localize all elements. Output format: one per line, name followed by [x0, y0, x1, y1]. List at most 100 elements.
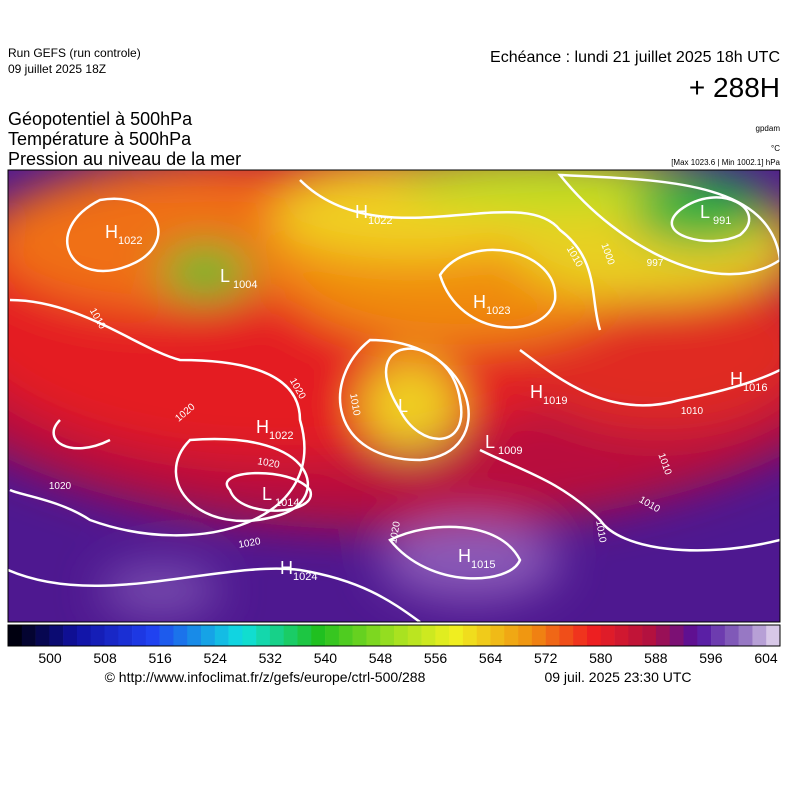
- center-kind: H: [256, 417, 269, 437]
- colorbar-swatch: [159, 625, 174, 646]
- center-kind: H: [105, 222, 118, 242]
- colorbar-swatch: [600, 625, 615, 646]
- colorbar-swatch: [201, 625, 216, 646]
- colorbar-swatch: [738, 625, 753, 646]
- isobar-label: 1020: [388, 520, 403, 544]
- colorbar-swatch: [435, 625, 450, 646]
- colorbar-swatch: [642, 625, 657, 646]
- title: Géopotentiel à 500hPa: [8, 109, 193, 129]
- colorbar-tick-label: 540: [314, 650, 338, 666]
- colorbar-swatch: [587, 625, 602, 646]
- colorbar-swatch: [214, 625, 229, 646]
- center-kind: L: [700, 202, 710, 222]
- colorbar-swatch: [655, 625, 671, 646]
- echeance: Echéance : lundi 21 juillet 2025 18h UTC: [490, 49, 780, 66]
- colorbar-swatch: [724, 625, 739, 646]
- isobar-label: 1020: [238, 536, 262, 551]
- colorbar-swatch: [118, 625, 133, 646]
- center-pressure: 1022: [368, 215, 392, 227]
- center-kind: L: [220, 266, 230, 286]
- colorbar-swatch: [545, 625, 560, 646]
- colorbar-tick-label: 508: [93, 650, 117, 666]
- colorbar-swatch: [559, 625, 574, 646]
- center-pressure: 991: [713, 215, 731, 227]
- colorbar-swatch: [394, 625, 409, 646]
- colorbar-swatch: [490, 625, 505, 646]
- colorbar-swatch: [338, 625, 353, 646]
- colorbar-tick-label: 500: [38, 650, 62, 666]
- colorbar-swatch: [366, 625, 381, 646]
- center-pressure: 1009: [498, 445, 522, 457]
- colorbar-swatch: [145, 625, 160, 646]
- colorbar-swatch: [421, 625, 436, 646]
- colorbar-swatch: [90, 625, 105, 646]
- colorbar-swatch: [242, 625, 257, 646]
- colorbar-swatch: [504, 625, 519, 646]
- run: Run GEFS (run controle): [8, 46, 141, 60]
- center-kind: H: [530, 382, 543, 402]
- isobar-label: 1010: [681, 406, 704, 417]
- center-pressure: 1024: [293, 571, 317, 583]
- center-pressure: 1004: [233, 279, 257, 291]
- colorbar-swatch: [380, 625, 395, 646]
- colorbar-swatch: [8, 625, 23, 646]
- center-kind: H: [458, 546, 471, 566]
- colorbar-swatch: [462, 625, 478, 646]
- colorbar-tick-label: 564: [479, 650, 503, 666]
- colorbar-tick-label: 524: [204, 650, 228, 666]
- map-frame: [7, 169, 781, 623]
- colorbar-frame: [7, 624, 781, 647]
- colorbar-swatch: [518, 625, 533, 646]
- issue-time: 09 juil. 2025 23:30 UTC: [544, 669, 691, 685]
- colorbar-swatch: [269, 625, 285, 646]
- colorbar-tick-label: 572: [534, 650, 558, 666]
- colorbar-swatch: [187, 625, 202, 646]
- center-pressure: 1014: [275, 497, 299, 509]
- colorbar-swatch: [683, 625, 698, 646]
- colorbar-swatch: [325, 625, 340, 646]
- colorbar-swatch: [352, 625, 367, 646]
- isobar-label: 997: [647, 258, 664, 269]
- colorbar-swatch: [766, 625, 781, 646]
- center-pressure: 1022: [118, 235, 142, 247]
- colorbar-swatch: [297, 625, 312, 646]
- colorbar-swatch: [283, 625, 298, 646]
- colorbar-swatch: [669, 625, 684, 646]
- colorbar-tick-label: 516: [148, 650, 172, 666]
- colorbar-swatch: [228, 625, 243, 646]
- unit: gpdam: [756, 124, 781, 133]
- isobar-label: 1020: [49, 481, 72, 492]
- center-kind: H: [730, 369, 743, 389]
- colorbar-tick-label: 580: [589, 650, 613, 666]
- colorbar-swatch: [531, 625, 546, 646]
- title: Température à 500hPa: [8, 129, 192, 149]
- colorbar-swatch: [21, 625, 36, 646]
- colorbar-swatch: [476, 625, 491, 646]
- unit: [Max 1023.6 | Min 1002.1] hPa: [671, 158, 780, 167]
- isobar-label: 1020: [257, 456, 281, 471]
- colorbar-swatch: [173, 625, 188, 646]
- center-kind: L: [398, 396, 408, 416]
- colorbar-tick-label: 604: [754, 650, 778, 666]
- source-url: © http://www.infoclimat.fr/z/gefs/europe…: [105, 669, 426, 685]
- center-kind: L: [262, 484, 272, 504]
- lead-time: + 288H: [689, 72, 780, 103]
- colorbar-swatch: [573, 625, 588, 646]
- center-pressure: 1019: [543, 395, 567, 407]
- colorbar-swatch: [752, 625, 767, 646]
- colorbar-swatch: [407, 625, 422, 646]
- center-kind: H: [473, 292, 486, 312]
- colorbar-swatch: [132, 625, 147, 646]
- center-pressure: 1016: [743, 382, 767, 394]
- colorbar-swatch: [49, 625, 64, 646]
- run-date: 09 juillet 2025 18Z: [8, 62, 106, 76]
- center-pressure: 1015: [471, 559, 495, 571]
- colorbar-tick-label: 548: [369, 650, 393, 666]
- colorbar-swatch: [628, 625, 643, 646]
- isobar-label: 1010: [347, 393, 362, 417]
- center-kind: H: [355, 202, 368, 222]
- isobar-label: 1010: [593, 520, 608, 544]
- colorbar-tick-label: 556: [424, 650, 448, 666]
